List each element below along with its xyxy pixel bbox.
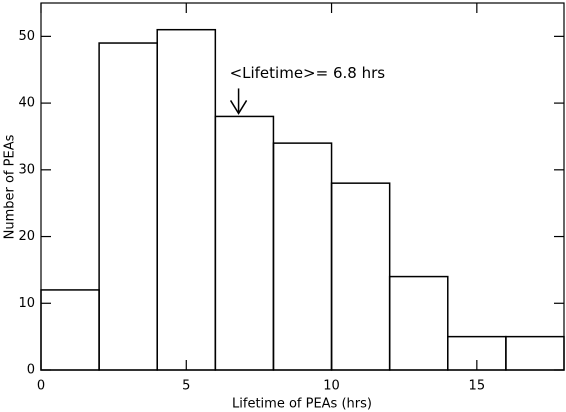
bar [388, 275, 449, 371]
annotation-text: <Lifetime>= 6.8 hrs [230, 64, 386, 82]
x-tick-label: 0 [37, 379, 45, 394]
y-tick-label: 0 [27, 363, 35, 378]
bar [505, 335, 565, 371]
bar [330, 182, 391, 371]
bar [214, 115, 275, 371]
annotation-arrowhead [229, 100, 248, 115]
y-tick-label: 30 [18, 162, 35, 177]
y-axis-label: Number of PEAs [3, 134, 18, 239]
y-tick-label: 20 [18, 229, 35, 244]
bar [40, 289, 100, 371]
bar [98, 42, 158, 371]
x-axis-label: Lifetime of PEAs (hrs) [232, 397, 372, 412]
x-tick-label: 10 [323, 379, 340, 394]
y-tick-label: 40 [18, 96, 35, 111]
y-tick-label: 10 [18, 296, 35, 311]
y-tick-label: 50 [18, 29, 35, 44]
bar [272, 142, 333, 371]
x-tick-label: 5 [182, 379, 190, 394]
bar [156, 28, 217, 371]
x-tick-label: 15 [469, 379, 486, 394]
plot-frame [40, 2, 565, 371]
